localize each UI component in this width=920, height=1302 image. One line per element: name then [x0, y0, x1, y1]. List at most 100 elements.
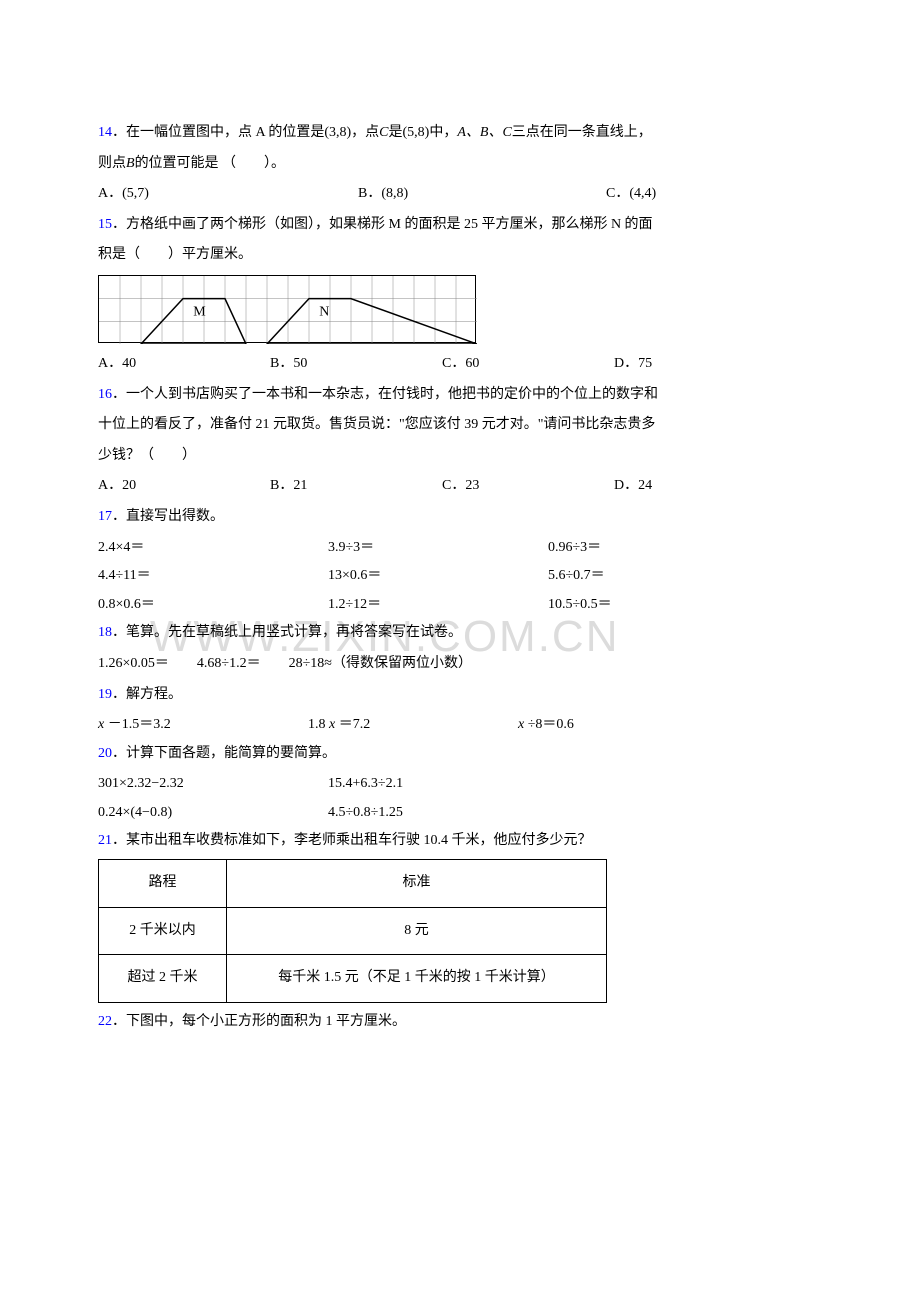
q22-number: 22 [98, 1014, 112, 1029]
q19-text: ．解方程。 [112, 687, 182, 702]
q21-table: 路程 标准 2 千米以内 8 元 超过 2 千米 每千米 1.5 元（不足 1 … [98, 859, 607, 1003]
q15-opt-c: C．60 [442, 351, 614, 378]
document-content: 14．在一幅位置图中，点 A 的位置是(3,8)，点C是(5,8)中，A、B、C… [98, 120, 822, 1035]
q21-text: ．某市出租车收费标准如下，李老师乘出租车行驶 10.4 千米，他应付多少元？ [112, 833, 592, 848]
q17-cell: 10.5÷0.5＝ [548, 592, 748, 619]
q19-eq-2: x ÷8＝0.6 [518, 712, 718, 739]
q22-text: ．下图中，每个小正方形的面积为 1 平方厘米。 [112, 1014, 406, 1029]
q19-eq-0: x －1.5＝3.2 [98, 712, 308, 739]
q19-eq-1: 1.8 x ＝7.2 [308, 712, 518, 739]
q14-var-c: C [379, 125, 388, 140]
q14-opt-c-val: (4,4) [629, 186, 656, 201]
q14-text-c: 是 [389, 125, 403, 140]
q14-pt-a: (3,8) [324, 125, 351, 140]
q20-number: 20 [98, 746, 112, 761]
q15-text-b: 积是（ ）平方厘米。 [98, 247, 252, 262]
q14-text-b: ，点 [351, 125, 379, 140]
q17-cell: 0.96÷3＝ [548, 535, 748, 562]
q20-cell: 15.4+6.3÷2.1 [328, 771, 558, 798]
q17-row-0: 2.4×4＝ 3.9÷3＝ 0.96÷3＝ [98, 535, 822, 562]
q15-opt-d: D．75 [614, 351, 786, 378]
q14-text-a: ．在一幅位置图中，点 A 的位置是 [112, 125, 324, 140]
q14-line2-b: 的位置可能是 （ ）。 [135, 156, 286, 171]
q14-opt-b: B．(8,8) [358, 181, 606, 208]
q16-line3: 少钱？（ ） [98, 443, 822, 470]
q16-opt-d: D．24 [614, 473, 786, 500]
table-header: 标准 [227, 860, 607, 908]
q17-row-2: 0.8×0.6＝ 1.2÷12＝ 10.5÷0.5＝ [98, 592, 822, 619]
q14-opt-a-label: A． [98, 186, 122, 201]
q17-text: ．直接写出得数。 [112, 509, 224, 524]
table-row: 超过 2 千米 每千米 1.5 元（不足 1 千米的按 1 千米计算） [99, 955, 607, 1003]
q14-text-e: 三点在同一条直线上， [512, 125, 652, 140]
q21-title: 21．某市出租车收费标准如下，李老师乘出租车行驶 10.4 千米，他应付多少元？ [98, 828, 822, 855]
table-cell: 2 千米以内 [99, 907, 227, 955]
q19-row: x －1.5＝3.2 1.8 x ＝7.2 x ÷8＝0.6 [98, 712, 822, 739]
q21-number: 21 [98, 833, 112, 848]
q15-svg: MN [99, 276, 477, 344]
svg-text:N: N [319, 305, 329, 320]
q14-abc: A、B、C [457, 125, 511, 140]
q16-line1: 16．一个人到书店购买了一本书和一本杂志，在付钱时，他把书的定价中的个位上的数字… [98, 382, 822, 409]
q20-cell: 4.5÷0.8÷1.25 [328, 800, 558, 827]
q17-title: 17．直接写出得数。 [98, 504, 822, 531]
q16-opt-b: B．21 [270, 473, 442, 500]
table-cell: 每千米 1.5 元（不足 1 千米的按 1 千米计算） [227, 955, 607, 1003]
q17-cell: 0.8×0.6＝ [98, 592, 328, 619]
q17-cell: 1.2÷12＝ [328, 592, 548, 619]
q14-opt-c: C．(4,4) [606, 181, 756, 208]
table-row: 路程 标准 [99, 860, 607, 908]
q14-line2-a: 则点 [98, 156, 126, 171]
q16-number: 16 [98, 387, 112, 402]
q19-title: 19．解方程。 [98, 682, 822, 709]
q16-line2: 十位上的看反了，准备付 21 元取货。售货员说："您应该付 39 元才对。"请问… [98, 412, 822, 439]
q15-text-a: ．方格纸中画了两个梯形（如图），如果梯形 M 的面积是 25 平方厘米，那么梯形… [112, 217, 653, 232]
svg-text:M: M [193, 305, 206, 320]
q20-row-0: 301×2.32−2.32 15.4+6.3÷2.1 [98, 771, 822, 798]
q15-figure: MN [98, 275, 476, 343]
q20-text: ．计算下面各题，能简算的要简算。 [112, 746, 336, 761]
q17-cell: 3.9÷3＝ [328, 535, 548, 562]
q20-cell: 301×2.32−2.32 [98, 771, 328, 798]
q15-opt-b: B．50 [270, 351, 442, 378]
q18-text: ．笔算。先在草稿纸上用竖式计算，再将答案写在试卷。 [112, 625, 462, 640]
q17-cell: 13×0.6＝ [328, 563, 548, 590]
q14-line1: 14．在一幅位置图中，点 A 的位置是(3,8)，点C是(5,8)中，A、B、C… [98, 120, 822, 147]
table-row: 2 千米以内 8 元 [99, 907, 607, 955]
q17-cell: 4.4÷11＝ [98, 563, 328, 590]
q15-opt-a: A．40 [98, 351, 270, 378]
q17-cell: 2.4×4＝ [98, 535, 328, 562]
q20-row-1: 0.24×(4−0.8) 4.5÷0.8÷1.25 [98, 800, 822, 827]
q14-opt-b-label: B． [358, 186, 381, 201]
table-cell: 超过 2 千米 [99, 955, 227, 1003]
q14-text-d: 中， [429, 125, 457, 140]
q20-cell: 0.24×(4−0.8) [98, 800, 328, 827]
q16-opt-a: A．20 [98, 473, 270, 500]
q15-number: 15 [98, 217, 112, 232]
q14-var-b: B [126, 156, 135, 171]
q15-line1: 15．方格纸中画了两个梯形（如图），如果梯形 M 的面积是 25 平方厘米，那么… [98, 212, 822, 239]
q14-opt-b-val: (8,8) [381, 186, 408, 201]
q20-title: 20．计算下面各题，能简算的要简算。 [98, 741, 822, 768]
q14-opt-a-val: (5,7) [122, 186, 149, 201]
q22-title: 22．下图中，每个小正方形的面积为 1 平方厘米。 [98, 1009, 822, 1036]
q14-opt-a: A．(5,7) [98, 181, 358, 208]
q16-text-a: ．一个人到书店购买了一本书和一本杂志，在付钱时，他把书的定价中的个位上的数字和 [112, 387, 658, 402]
q17-cell: 5.6÷0.7＝ [548, 563, 748, 590]
q14-line2: 则点B的位置可能是 （ ）。 [98, 151, 822, 178]
q15-options: A．40 B．50 C．60 D．75 [98, 351, 822, 378]
q14-number: 14 [98, 125, 112, 140]
q18-expr: 1.26×0.05＝ 4.68÷1.2＝ 28÷18≈（得数保留两位小数） [98, 651, 822, 678]
q14-pt-c: (5,8) [403, 125, 430, 140]
q17-number: 17 [98, 509, 112, 524]
q18-title: 18．笔算。先在草稿纸上用竖式计算，再将答案写在试卷。 [98, 620, 822, 647]
q14-opt-c-label: C． [606, 186, 629, 201]
q15-line2: 积是（ ）平方厘米。 [98, 242, 822, 269]
table-cell: 8 元 [227, 907, 607, 955]
q16-opt-c: C．23 [442, 473, 614, 500]
q19-number: 19 [98, 687, 112, 702]
q14-options: A．(5,7) B．(8,8) C．(4,4) [98, 181, 822, 208]
q18-number: 18 [98, 625, 112, 640]
q17-row-1: 4.4÷11＝ 13×0.6＝ 5.6÷0.7＝ [98, 563, 822, 590]
q16-options: A．20 B．21 C．23 D．24 [98, 473, 822, 500]
